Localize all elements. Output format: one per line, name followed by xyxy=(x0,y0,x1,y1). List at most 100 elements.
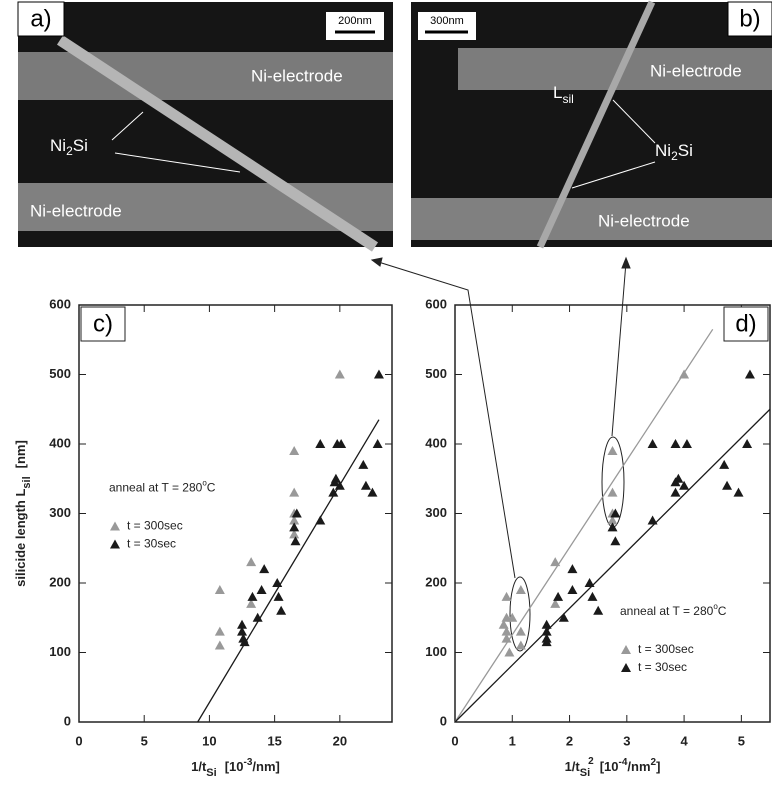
marker xyxy=(315,439,326,448)
text-part: sil xyxy=(562,92,573,106)
marker xyxy=(515,584,526,594)
arrow-head xyxy=(621,256,631,269)
y-tick-label: 100 xyxy=(425,644,447,659)
legend-label: t = 300sec xyxy=(127,519,183,533)
scale-box xyxy=(326,12,384,40)
scale-label: 300nm xyxy=(430,15,464,27)
marker xyxy=(237,626,248,636)
marker xyxy=(733,487,744,497)
sem-image-a: a) 200nm Ni-electrode Ni-electrode Ni2Si xyxy=(17,1,393,252)
marker xyxy=(647,515,658,525)
arrow xyxy=(371,259,516,579)
marker xyxy=(246,557,257,567)
marker xyxy=(610,508,621,518)
legend-label: t = 300sec xyxy=(638,642,694,656)
marker xyxy=(541,637,552,647)
marker xyxy=(358,459,369,469)
scale-box xyxy=(418,12,476,40)
silicide-label: Ni2Si xyxy=(50,136,88,158)
marker xyxy=(550,598,561,608)
panel-label: a) xyxy=(30,5,51,32)
nanowire xyxy=(56,35,379,252)
x-tick-label: 1 xyxy=(509,733,516,748)
legend-marker xyxy=(621,645,631,654)
marker xyxy=(289,445,300,455)
marker xyxy=(289,487,300,497)
marker xyxy=(515,640,526,650)
text-part: 2 xyxy=(671,149,678,163)
marker xyxy=(291,508,302,518)
marker xyxy=(541,619,552,629)
x-axis-label: 1/tSi [10-3/nm] xyxy=(191,757,280,779)
electrode-label: Ni-electrode xyxy=(251,66,343,85)
marker xyxy=(587,591,598,601)
marker xyxy=(722,480,733,490)
marker xyxy=(515,626,526,636)
text-part: ] xyxy=(656,759,660,774)
text-part: Si xyxy=(678,141,693,160)
marker xyxy=(647,439,658,448)
marker xyxy=(334,369,345,379)
panel-label: b) xyxy=(739,5,760,32)
length-label: Lsil xyxy=(553,83,574,106)
marker xyxy=(289,515,300,525)
marker xyxy=(289,529,300,539)
x-tick-label: 2 xyxy=(566,733,573,748)
text-part: L xyxy=(553,83,562,102)
y-tick-label: 300 xyxy=(425,505,447,520)
marker xyxy=(610,536,621,546)
x-tick-label: 5 xyxy=(141,733,148,748)
legend-marker xyxy=(621,663,631,672)
panel-label-box xyxy=(723,306,769,342)
marker xyxy=(504,647,515,657)
marker xyxy=(567,584,578,594)
marker xyxy=(719,459,730,469)
y-tick-label: 400 xyxy=(425,435,447,450)
marker xyxy=(607,445,618,455)
marker xyxy=(607,487,618,497)
arrow-head xyxy=(370,257,383,267)
marker xyxy=(670,439,681,448)
marker xyxy=(259,564,270,574)
text-part: Ni xyxy=(50,136,66,155)
text-part: 1/t xyxy=(565,759,581,774)
text-part: /nm] xyxy=(252,759,279,774)
x-tick-label: 3 xyxy=(623,733,630,748)
text-part: anneal at T = 280 xyxy=(109,481,203,495)
marker xyxy=(276,605,287,615)
marker xyxy=(289,522,300,532)
marker xyxy=(328,487,339,497)
y-tick-label: 0 xyxy=(440,713,447,728)
electrode-label: Ni-electrode xyxy=(30,201,122,220)
text-part: anneal at T = 280 xyxy=(620,604,714,618)
y-tick-label: 600 xyxy=(425,296,447,311)
marker xyxy=(372,439,383,448)
marker xyxy=(681,439,692,448)
text-part: Ni xyxy=(655,141,671,160)
fit-line xyxy=(197,419,380,723)
marker xyxy=(607,515,618,525)
legend-marker xyxy=(110,521,120,531)
text-part: silicide length L xyxy=(13,489,28,587)
legend-label: t = 30sec xyxy=(638,660,687,674)
text-part: C xyxy=(207,481,216,495)
text-part: o xyxy=(713,602,718,611)
fit-line xyxy=(454,328,714,723)
x-tick-label: 10 xyxy=(202,733,216,748)
text-part: 2 xyxy=(588,756,594,767)
marker xyxy=(593,605,604,615)
y-tick-label: 0 xyxy=(64,713,71,728)
sem-image-b: b) 300nm Ni-electrode Ni-electrode Lsil … xyxy=(411,0,772,249)
marker xyxy=(214,584,225,594)
text-part: 2 xyxy=(651,757,657,768)
marker xyxy=(607,522,618,532)
marker xyxy=(679,369,690,379)
marker xyxy=(246,598,257,608)
pointer xyxy=(111,111,144,141)
marker xyxy=(272,578,283,587)
marker xyxy=(252,612,263,622)
y-tick-label: 600 xyxy=(49,296,71,311)
marker xyxy=(501,626,512,636)
nanowire xyxy=(536,0,656,249)
